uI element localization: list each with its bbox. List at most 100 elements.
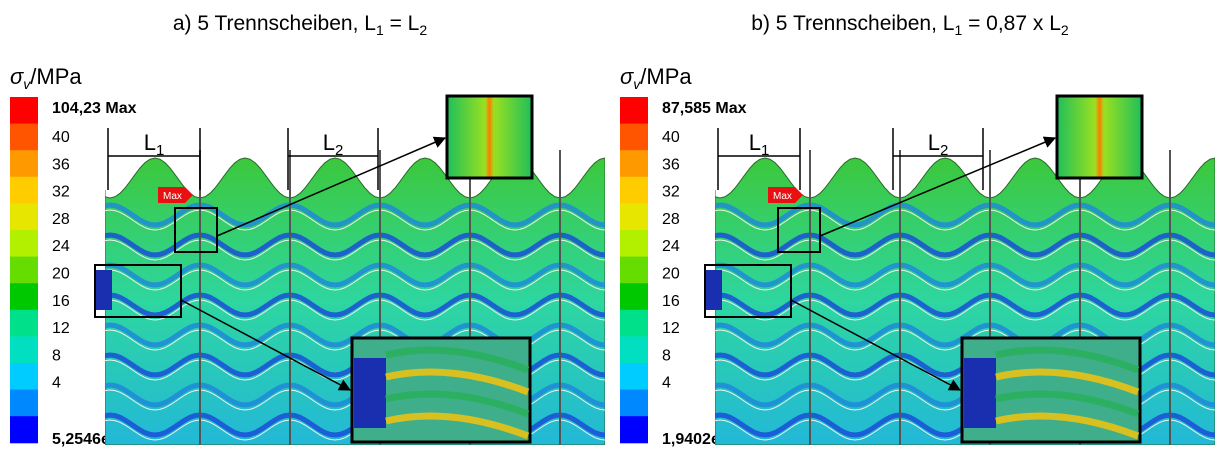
colorbar-step bbox=[620, 97, 648, 125]
symbol: σ bbox=[620, 64, 634, 89]
max-tag-label: Max bbox=[773, 191, 792, 202]
dim-label: L2 bbox=[928, 130, 949, 159]
fea-band bbox=[715, 232, 1215, 258]
dim-letter: L bbox=[928, 130, 940, 155]
dim-sub: 2 bbox=[940, 142, 948, 159]
legend-max: 104,23 Max bbox=[52, 100, 137, 117]
title-text: = 0,87 x L bbox=[962, 12, 1061, 35]
legend-level: 4 bbox=[52, 375, 61, 392]
title-text: a) 5 Trennscheiben, L bbox=[173, 12, 376, 35]
zoom-inset bbox=[445, 94, 534, 180]
zoom-source bbox=[777, 207, 821, 253]
legend-level: 16 bbox=[52, 293, 70, 310]
inset-rib bbox=[995, 390, 1140, 418]
legend-level: 24 bbox=[52, 238, 70, 255]
legend-level: 28 bbox=[52, 211, 70, 228]
colorbar-step bbox=[10, 150, 38, 178]
inset-rib bbox=[995, 368, 1140, 396]
fea-band bbox=[105, 262, 605, 288]
fea-edge bbox=[105, 239, 605, 261]
inset-rib bbox=[385, 346, 530, 374]
panel: b) 5 Trennscheiben, L1 = 0,87 x L2σv/MPa… bbox=[620, 12, 1215, 448]
dim-label: L1 bbox=[144, 130, 165, 159]
colorbar-step bbox=[620, 336, 648, 364]
legend-level: 8 bbox=[52, 347, 61, 364]
dim-letter: L bbox=[144, 130, 156, 155]
legend-level: 12 bbox=[52, 320, 70, 337]
symbol-sub: v bbox=[633, 76, 641, 92]
inset-block bbox=[354, 358, 386, 428]
fea-edge bbox=[105, 269, 605, 291]
panel-title: a) 5 Trennscheiben, L1 = L2 bbox=[173, 12, 428, 38]
legend-level: 4 bbox=[662, 375, 671, 392]
colorbar-step bbox=[620, 389, 648, 417]
zoom-inset bbox=[1055, 94, 1144, 180]
legend-level: 36 bbox=[52, 156, 70, 173]
dim-letter: L bbox=[749, 130, 761, 155]
colorbar-step bbox=[620, 256, 648, 284]
legend-level: 12 bbox=[662, 320, 680, 337]
fea-band bbox=[715, 262, 1215, 288]
legend-level: 20 bbox=[52, 266, 70, 283]
legend-level: 16 bbox=[662, 293, 680, 310]
zoom-arrow bbox=[819, 136, 1057, 237]
fea-edge bbox=[715, 209, 1215, 231]
colorbar-step bbox=[620, 283, 648, 311]
legend-level: 40 bbox=[662, 129, 680, 146]
colorbar-step bbox=[620, 230, 648, 258]
zoom-source bbox=[94, 264, 182, 318]
colorbar-step bbox=[620, 150, 648, 178]
zoom-arrow bbox=[180, 299, 352, 391]
colorbar-step bbox=[620, 123, 648, 151]
title-text: b) 5 Trennscheiben, L bbox=[751, 12, 954, 35]
inset-rib bbox=[385, 390, 530, 418]
colorbar-step bbox=[10, 309, 38, 337]
fea-edge bbox=[715, 269, 1215, 291]
inset-rib bbox=[385, 368, 530, 396]
colorbar-step bbox=[620, 363, 648, 391]
inset-rib bbox=[995, 346, 1140, 374]
fea-edge bbox=[105, 209, 605, 231]
dim-label: L2 bbox=[323, 130, 344, 159]
legend-level: 24 bbox=[662, 238, 680, 255]
blue-block bbox=[96, 270, 112, 310]
legend-level: 32 bbox=[662, 184, 680, 201]
colorbar-step bbox=[10, 389, 38, 417]
legend-level: 32 bbox=[52, 184, 70, 201]
title-sub: 1 bbox=[954, 22, 962, 38]
unit: /MPa bbox=[640, 64, 692, 89]
dim-sub: 1 bbox=[761, 142, 769, 159]
zoom-arrow bbox=[790, 299, 962, 391]
colorbar-step bbox=[10, 363, 38, 391]
title-text: = L bbox=[384, 12, 420, 35]
colorbar-step bbox=[10, 416, 38, 444]
fea-band bbox=[105, 292, 605, 318]
legend-level: 40 bbox=[52, 129, 70, 146]
legend-title: σv/MPa bbox=[620, 64, 692, 92]
legend-level: 20 bbox=[662, 266, 680, 283]
legend-level: 8 bbox=[662, 347, 671, 364]
dim-sub: 2 bbox=[335, 142, 343, 159]
symbol: σ bbox=[10, 64, 24, 89]
colorbar-step bbox=[620, 203, 648, 231]
colorbar-step bbox=[620, 309, 648, 337]
colorbar-step bbox=[10, 230, 38, 258]
colorbar-step bbox=[620, 176, 648, 204]
title-sub: 2 bbox=[419, 22, 427, 38]
panel: a) 5 Trennscheiben, L1 = L2σv/MPa104,23 … bbox=[10, 12, 605, 448]
fea-band bbox=[105, 232, 605, 258]
fea-band bbox=[715, 292, 1215, 318]
symbol-sub: v bbox=[23, 76, 31, 92]
colorbar-step bbox=[10, 123, 38, 151]
dim-label: L1 bbox=[749, 130, 770, 159]
zoom-arrow bbox=[216, 136, 447, 237]
title-sub: 1 bbox=[376, 22, 384, 38]
legend-max: 87,585 Max bbox=[662, 100, 747, 117]
max-tag-label: Max bbox=[163, 191, 182, 202]
legend-level: 36 bbox=[662, 156, 680, 173]
colorbar-step bbox=[10, 336, 38, 364]
colorbar-step bbox=[620, 416, 648, 444]
legend-title: σv/MPa bbox=[10, 64, 82, 92]
colorbar-step bbox=[10, 256, 38, 284]
